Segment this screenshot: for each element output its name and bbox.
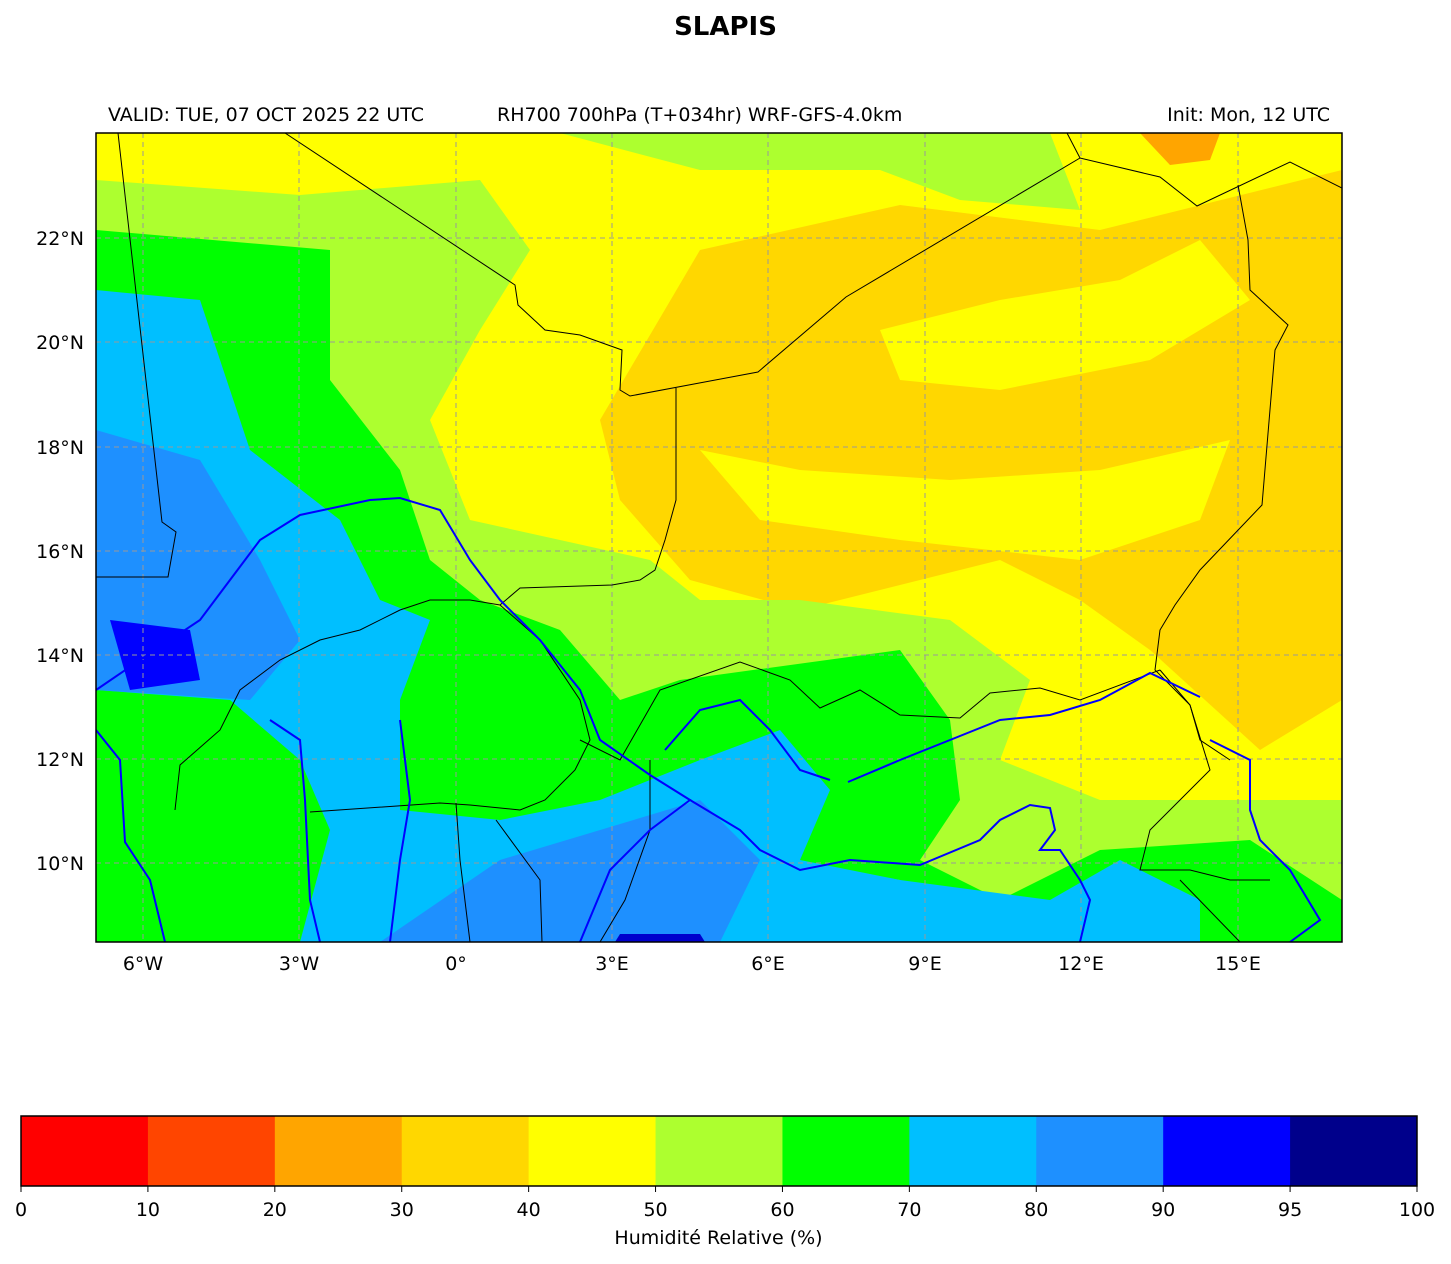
field-50-60-north <box>560 133 1080 210</box>
field-60-70 <box>96 230 1342 942</box>
colorbar-bin <box>528 1116 657 1186</box>
figure-title: SLAPIS <box>674 12 777 42</box>
colorbar-tick-label: 100 <box>1399 1199 1435 1221</box>
rh-field <box>96 133 1342 942</box>
lat-tick: 22°N <box>36 228 84 250</box>
colorbar-bin <box>147 1116 276 1186</box>
lat-tick: 20°N <box>36 332 84 354</box>
init-time: Init: Mon, 12 UTC <box>1167 104 1330 126</box>
oti-river <box>389 719 412 942</box>
colorbar-bin <box>909 1116 1037 1186</box>
field-60-70-west <box>96 690 330 942</box>
lon-tick-labels: 6°W 3°W 0° 3°E 6°E 9°E 12°E 15°E <box>123 953 1261 975</box>
colorbar-tick-label: 50 <box>643 1199 667 1221</box>
rivers <box>96 496 1322 942</box>
colorbar-bin <box>655 1116 783 1186</box>
lon-tick: 3°E <box>595 953 629 975</box>
lon-tick: 6°W <box>123 953 164 975</box>
field-90-95-south <box>615 934 705 942</box>
komadugu-river <box>847 671 1201 783</box>
colorbar-tick-label: 95 <box>1278 1199 1302 1221</box>
colorbar-tick-label: 0 <box>15 1199 27 1221</box>
field-80-90-south <box>380 800 760 942</box>
lon-tick: 0° <box>445 953 467 975</box>
lon-tick: 3°W <box>279 953 320 975</box>
colorbar-bin <box>782 1116 910 1186</box>
lon-tick: 6°E <box>751 953 785 975</box>
colorbar-bin <box>1290 1116 1418 1186</box>
colorbar-tick-label: 80 <box>1024 1199 1048 1221</box>
field-70-80 <box>96 290 1200 942</box>
colorbar-bin <box>274 1116 403 1186</box>
colorbar-bin <box>21 1116 149 1186</box>
lon-tick: 12°E <box>1058 953 1104 975</box>
colorbar-tick-label: 30 <box>390 1199 414 1221</box>
colorbar-tick-label: 90 <box>1151 1199 1175 1221</box>
field-40-50-inner <box>880 240 1250 390</box>
valid-time: VALID: TUE, 07 OCT 2025 22 UTC <box>108 104 424 126</box>
colorbar-tick-label: 10 <box>136 1199 160 1221</box>
colorbar-tick-label: 70 <box>897 1199 921 1221</box>
colorbar: 0 10 20 30 40 50 60 70 80 90 95 100 <box>15 1115 1435 1221</box>
benue-river <box>689 799 1092 942</box>
lon-tick: 15°E <box>1215 953 1261 975</box>
field-20-30 <box>1140 133 1220 165</box>
lat-tick: 12°N <box>36 749 84 771</box>
mekrou-river <box>664 698 831 781</box>
colorbar-frame <box>20 1115 1418 1187</box>
colorbar-bin <box>401 1116 530 1186</box>
colorbar-tick-label: 20 <box>263 1199 287 1221</box>
field-40-50-inner2 <box>700 440 1230 560</box>
colorbar-tick-label: 40 <box>517 1199 541 1221</box>
gridlines <box>96 133 1342 942</box>
lat-tick: 10°N <box>36 853 84 875</box>
ouest-river <box>96 729 166 942</box>
map-frame <box>95 132 1343 943</box>
lat-tick: 16°N <box>36 541 84 563</box>
lat-tick: 18°N <box>36 437 84 459</box>
product-label: RH700 700hPa (T+034hr) WRF-GFS-4.0km <box>497 104 903 126</box>
colorbar-bin <box>1163 1116 1291 1186</box>
country-borders <box>96 133 1342 942</box>
lon-tick: 9°E <box>908 953 942 975</box>
volta-river <box>269 719 321 942</box>
lat-tick: 14°N <box>36 645 84 667</box>
logone-river <box>1209 739 1322 942</box>
colorbar-tick-label: 60 <box>770 1199 794 1221</box>
colorbar-bin <box>1036 1116 1164 1186</box>
colorbar-label: Humidité Relative (%) <box>614 1227 823 1249</box>
lat-tick-labels: 22°N 20°N 18°N 16°N 14°N 12°N 10°N <box>36 228 84 875</box>
